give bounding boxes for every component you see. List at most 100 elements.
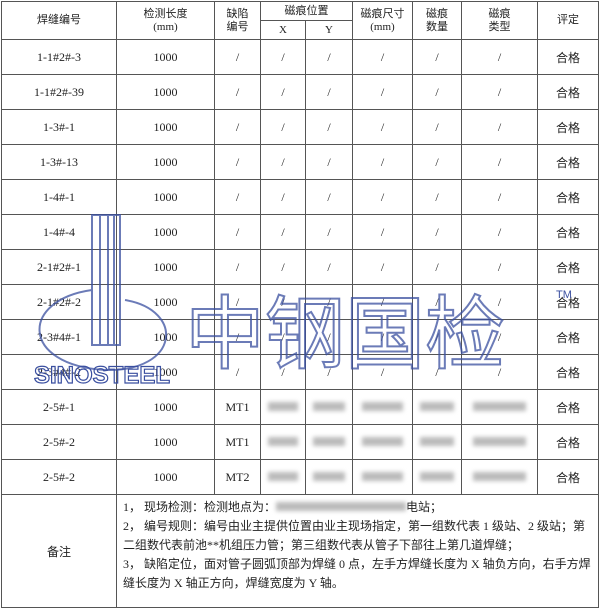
redacted	[312, 471, 346, 481]
table-row: 2-5#-2 1000 MT2 合格	[1, 459, 599, 495]
table-cell: /	[461, 319, 538, 355]
redacted	[361, 401, 404, 411]
table-row: 1-4#-4 1000// / / / / 合格	[1, 214, 599, 250]
table-cell: /	[461, 144, 538, 180]
table-row: 1-1#2#-39 1000// / / / / 合格	[1, 74, 599, 110]
table-cell: 1000	[116, 249, 215, 285]
header-cell: 磁痕 数量	[412, 1, 462, 40]
table-row: 1-1#2#-3 1000// / / / / 合格	[1, 39, 599, 75]
table-cell: /	[260, 179, 306, 215]
table-cell: 合格	[537, 354, 599, 390]
table-row: 2-1#2#-1 1000// / / / / 合格	[1, 249, 599, 285]
table-cell	[461, 424, 538, 460]
table-cell: 合格	[537, 214, 599, 250]
table-cell: /	[412, 109, 462, 145]
redacted	[267, 436, 299, 446]
table-row: 2-5#-1 1000 MT1 合格	[1, 389, 599, 425]
table-cell: /	[214, 109, 261, 145]
header-cell: 检测长度 (mm)	[116, 1, 215, 40]
table-cell: /	[461, 109, 538, 145]
table-cell: /	[214, 249, 261, 285]
note-content: 1， 现场检测：检测地点为： 电站； 2， 编号规则：编号由业主提供位置由业主现场…	[116, 494, 599, 608]
redacted	[267, 401, 299, 411]
table-cell	[412, 424, 462, 460]
header-text: 数量	[426, 20, 448, 33]
table-cell	[352, 424, 413, 460]
table-cell: /	[305, 39, 353, 75]
table-cell: /	[214, 284, 261, 320]
header-cell: 焊缝编号	[1, 1, 117, 40]
table-cell: 1-1#2#-39	[1, 74, 117, 110]
table-cell: /	[412, 144, 462, 180]
table-cell: 1000	[116, 179, 215, 215]
table-cell: /	[260, 214, 306, 250]
table-cell: /	[260, 109, 306, 145]
table-cell: /	[305, 74, 353, 110]
header-text: (mm)	[370, 20, 395, 33]
table-cell: 合格	[537, 424, 599, 460]
table-cell: /	[214, 354, 261, 390]
header-cell: 磁痕尺寸 (mm)	[352, 1, 413, 40]
table-row: 1-4#-1 1000// / / / / 合格	[1, 179, 599, 215]
header-cell: Y	[305, 20, 353, 40]
table-cell	[412, 389, 462, 425]
table-cell	[305, 424, 353, 460]
table-cell: /	[352, 144, 413, 180]
redacted	[420, 436, 454, 446]
table-cell: /	[412, 214, 462, 250]
redacted	[267, 471, 299, 481]
table-cell: /	[260, 39, 306, 75]
redacted	[276, 502, 407, 511]
table-cell: /	[352, 284, 413, 320]
table-cell: /	[214, 319, 261, 355]
table-cell	[352, 459, 413, 495]
table-cell: /	[260, 284, 306, 320]
redacted	[420, 471, 454, 481]
header-text: 磁痕	[488, 7, 511, 20]
table-cell	[260, 459, 306, 495]
table-cell: 1000	[116, 74, 215, 110]
table-cell: 合格	[537, 109, 599, 145]
table-cell	[461, 389, 538, 425]
table-cell: /	[305, 249, 353, 285]
table-cell: /	[412, 354, 462, 390]
table-cell: /	[412, 284, 462, 320]
table-cell: /	[412, 74, 462, 110]
table-cell: /	[461, 284, 538, 320]
redacted	[312, 401, 346, 411]
table-cell: /	[352, 214, 413, 250]
table-cell: 合格	[537, 389, 599, 425]
table-cell: /	[260, 354, 306, 390]
table-cell: 2-5#-2	[1, 459, 117, 495]
note-label: 备注	[1, 494, 117, 608]
header-cell: 缺陷 编号	[214, 1, 261, 40]
table-cell: /	[305, 144, 353, 180]
table-cell: 合格	[537, 144, 599, 180]
table-cell: /	[214, 179, 261, 215]
table-cell: 合格	[537, 74, 599, 110]
table-cell: /	[352, 39, 413, 75]
table-cell: /	[352, 249, 413, 285]
header-text: (mm)	[153, 20, 178, 33]
redacted	[361, 471, 404, 481]
table-cell: 2-1#2#-2	[1, 284, 117, 320]
table-cell: /	[214, 214, 261, 250]
table-cell	[412, 459, 462, 495]
table-cell	[305, 459, 353, 495]
table-cell: 1000	[116, 354, 215, 390]
table-cell: 1000	[116, 319, 215, 355]
table-cell: MT2	[214, 459, 261, 495]
table-cell: /	[352, 109, 413, 145]
header-cell: 评定	[537, 1, 599, 40]
table-body: 1-1#2#-3 1000// / / / / 合格 1-1#2#-39 1000// / / / / 合…	[1, 39, 599, 495]
table-cell: 2-3#4#-2	[1, 354, 117, 390]
table-cell: /	[352, 74, 413, 110]
table-cell: /	[352, 354, 413, 390]
table-cell: /	[461, 214, 538, 250]
table-cell	[352, 389, 413, 425]
redacted	[312, 436, 346, 446]
note-item: 1， 现场检测：检测地点为： 电站；	[123, 498, 592, 517]
table-cell: 合格	[537, 459, 599, 495]
